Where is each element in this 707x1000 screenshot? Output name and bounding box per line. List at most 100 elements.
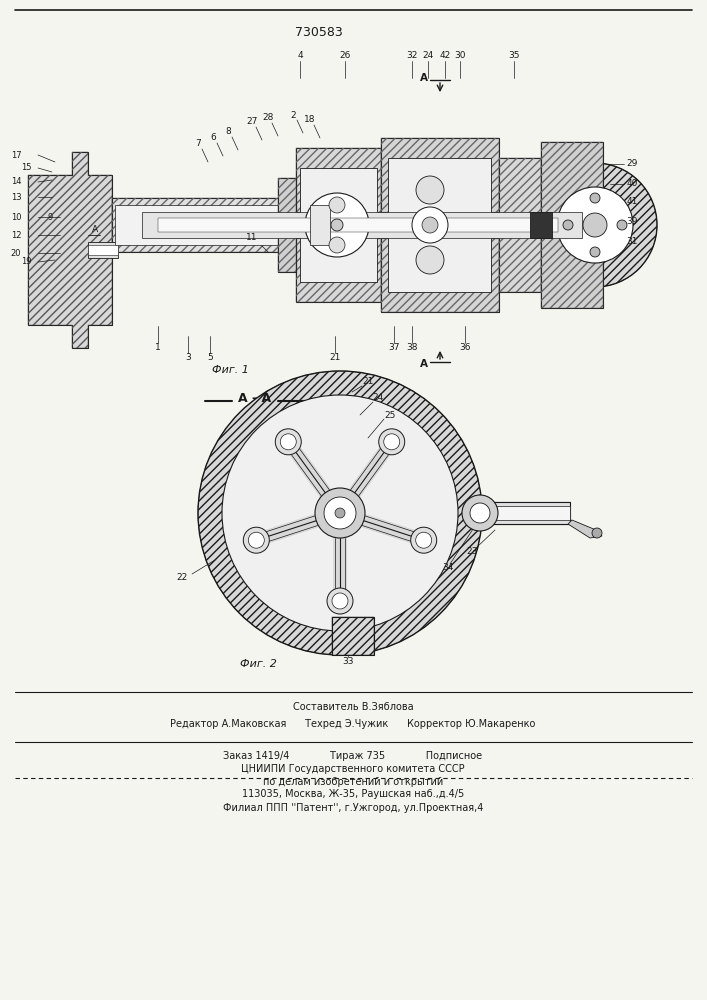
Text: 27: 27 (246, 117, 257, 126)
Text: 14: 14 (11, 178, 21, 186)
Text: Заказ 1419/4             Тираж 735             Подписное: Заказ 1419/4 Тираж 735 Подписное (223, 751, 483, 761)
Text: А: А (420, 73, 428, 83)
Text: 8: 8 (225, 127, 231, 136)
Circle shape (379, 429, 404, 455)
Text: 20: 20 (11, 248, 21, 257)
Text: 36: 36 (460, 344, 471, 353)
Text: 24: 24 (373, 393, 384, 402)
Circle shape (557, 187, 633, 263)
Circle shape (617, 220, 627, 230)
Bar (296, 148, 381, 302)
Text: 40: 40 (626, 180, 638, 188)
Circle shape (248, 532, 264, 548)
Text: 730583: 730583 (295, 25, 343, 38)
Bar (541, 142, 603, 308)
Text: Фиг. 2: Фиг. 2 (240, 659, 276, 669)
Text: ЦНИИПИ Государственного комитета СССР: ЦНИИПИ Государственного комитета СССР (241, 764, 464, 774)
Text: Составитель В.Зяблова: Составитель В.Зяблова (293, 702, 414, 712)
Text: 21: 21 (329, 354, 341, 362)
Text: 113035, Москва, Ж-35, Раушская наб.,д.4/5: 113035, Москва, Ж-35, Раушская наб.,д.4/… (242, 789, 464, 799)
Circle shape (305, 193, 369, 257)
Text: 10: 10 (11, 213, 21, 222)
Text: 26: 26 (339, 51, 351, 60)
Bar (142, 212, 582, 238)
Text: 41: 41 (626, 198, 638, 207)
Text: 28: 28 (262, 113, 274, 122)
Text: 23: 23 (467, 548, 478, 556)
Text: 6: 6 (210, 133, 216, 142)
Text: 9: 9 (47, 213, 52, 222)
Text: 38: 38 (407, 344, 418, 353)
Circle shape (275, 429, 301, 455)
Text: 18: 18 (304, 115, 316, 124)
Text: Редактор А.Маковская      Техред Э.Чужик      Корректор Ю.Макаренко: Редактор А.Маковская Техред Э.Чужик Корр… (170, 719, 536, 729)
Text: 12: 12 (11, 231, 21, 239)
Text: А - А: А - А (238, 391, 271, 404)
Circle shape (592, 528, 602, 538)
Circle shape (315, 488, 365, 538)
Polygon shape (568, 520, 602, 538)
Circle shape (411, 527, 437, 553)
Circle shape (331, 219, 343, 231)
Bar (158, 218, 558, 232)
Text: А: А (420, 359, 428, 369)
Circle shape (590, 247, 600, 257)
Circle shape (590, 193, 600, 203)
Text: 31: 31 (626, 237, 638, 246)
Circle shape (327, 588, 353, 614)
Text: 30: 30 (455, 51, 466, 60)
Text: 5: 5 (207, 354, 213, 362)
Bar (381, 138, 499, 312)
Text: 11: 11 (246, 233, 258, 242)
Text: А: А (92, 226, 98, 234)
Circle shape (462, 495, 498, 531)
Text: 32: 32 (407, 51, 418, 60)
Circle shape (470, 503, 490, 523)
Circle shape (332, 593, 348, 609)
Bar (381, 138, 499, 312)
Circle shape (335, 508, 345, 518)
Text: 17: 17 (11, 150, 21, 159)
Circle shape (412, 207, 448, 243)
Circle shape (583, 213, 607, 237)
Text: 2: 2 (290, 110, 296, 119)
Bar (530, 212, 552, 238)
Circle shape (533, 163, 657, 287)
Circle shape (563, 220, 573, 230)
Circle shape (384, 434, 399, 450)
Text: 42: 42 (439, 51, 450, 60)
Text: 29: 29 (626, 159, 638, 168)
Text: Филиал ППП ''Патент'', г.Ужгород, ул.Проектная,4: Филиал ППП ''Патент'', г.Ужгород, ул.Про… (223, 803, 483, 813)
Circle shape (280, 434, 296, 450)
Text: 4: 4 (297, 51, 303, 60)
Bar (310, 205, 330, 245)
Bar (88, 245, 118, 255)
Text: 22: 22 (176, 574, 187, 582)
Text: 39: 39 (626, 218, 638, 227)
Text: 7: 7 (195, 139, 201, 148)
Circle shape (324, 497, 356, 529)
Bar (300, 168, 377, 282)
Circle shape (416, 176, 444, 204)
Polygon shape (28, 152, 112, 348)
Bar (332, 617, 374, 655)
Bar (499, 158, 541, 292)
Bar (482, 502, 570, 524)
Bar (112, 198, 287, 252)
Text: 35: 35 (508, 51, 520, 60)
Bar (278, 178, 296, 272)
Text: 1: 1 (155, 344, 161, 353)
Text: 13: 13 (11, 192, 21, 202)
Text: 21: 21 (362, 377, 374, 386)
Text: по делам изобретений и открытий: по делам изобретений и открытий (263, 777, 443, 787)
Circle shape (329, 237, 345, 253)
Bar (88, 242, 118, 258)
Text: Фиг. 1: Фиг. 1 (211, 365, 248, 375)
Text: 15: 15 (21, 163, 31, 172)
Bar (482, 506, 570, 520)
Text: 24: 24 (422, 51, 433, 60)
Text: 33: 33 (342, 658, 354, 666)
Circle shape (198, 371, 482, 655)
Bar (115, 205, 284, 245)
Bar (541, 142, 603, 308)
